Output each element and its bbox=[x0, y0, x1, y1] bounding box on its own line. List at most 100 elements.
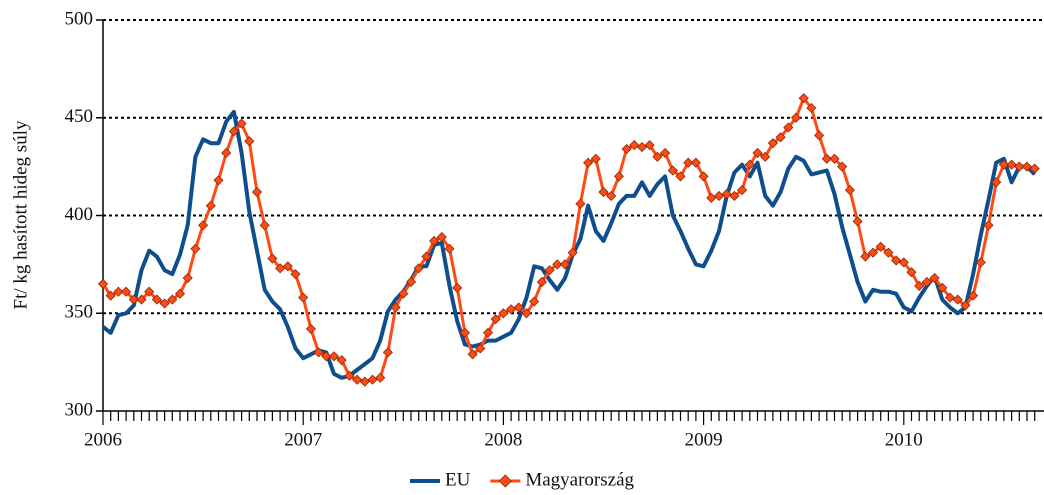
data-point bbox=[636, 142, 648, 153]
y-tick-label: 300 bbox=[65, 399, 94, 420]
data-point bbox=[328, 351, 340, 362]
data-point bbox=[236, 118, 247, 129]
data-point bbox=[513, 302, 524, 313]
y-tick-label: 350 bbox=[65, 302, 94, 323]
data-point bbox=[629, 140, 640, 151]
data-point bbox=[1021, 161, 1033, 172]
data-point bbox=[575, 198, 586, 209]
data-point bbox=[968, 290, 979, 301]
data-point bbox=[459, 327, 470, 338]
series-line bbox=[101, 96, 1036, 384]
data-point bbox=[852, 216, 863, 227]
x-tick-label: 2009 bbox=[685, 429, 723, 450]
data-point bbox=[421, 251, 432, 262]
y-tick-label: 500 bbox=[65, 8, 94, 29]
data-point bbox=[405, 276, 417, 288]
data-point bbox=[174, 288, 186, 299]
data-point bbox=[275, 263, 286, 274]
data-point bbox=[498, 308, 509, 319]
data-point bbox=[259, 220, 270, 231]
data-point bbox=[675, 171, 686, 182]
data-point bbox=[613, 171, 624, 182]
data-point bbox=[660, 147, 671, 159]
data-point bbox=[1029, 163, 1040, 174]
data-point bbox=[975, 257, 986, 268]
data-point bbox=[475, 343, 486, 354]
data-point bbox=[737, 185, 748, 196]
data-point bbox=[991, 177, 1002, 188]
data-point bbox=[367, 374, 378, 385]
data-point bbox=[228, 126, 239, 137]
data-point bbox=[814, 130, 825, 141]
data-point bbox=[336, 355, 347, 366]
data-point bbox=[344, 370, 355, 381]
data-point bbox=[544, 265, 555, 276]
data-point bbox=[282, 261, 293, 272]
data-point bbox=[867, 247, 879, 258]
data-point bbox=[536, 276, 547, 288]
data-point bbox=[744, 159, 755, 170]
data-point bbox=[983, 220, 994, 231]
data-point bbox=[290, 269, 301, 280]
x-tick-label: 2008 bbox=[484, 429, 522, 450]
data-point bbox=[1014, 161, 1025, 172]
data-point bbox=[213, 175, 224, 186]
data-point bbox=[567, 247, 578, 258]
data-point bbox=[798, 93, 809, 104]
y-tick-label: 450 bbox=[65, 106, 94, 127]
data-point bbox=[729, 190, 740, 202]
data-point bbox=[490, 314, 501, 325]
data-point bbox=[190, 243, 201, 254]
data-point bbox=[413, 263, 424, 274]
data-point bbox=[144, 286, 155, 297]
data-point bbox=[444, 243, 455, 254]
data-point bbox=[883, 247, 894, 258]
legend-marker bbox=[498, 474, 512, 488]
data-point bbox=[244, 136, 255, 147]
data-point bbox=[760, 151, 771, 162]
data-point bbox=[844, 185, 855, 196]
data-point bbox=[221, 147, 232, 159]
data-point bbox=[944, 292, 956, 303]
data-point bbox=[1006, 159, 1017, 170]
data-point bbox=[606, 190, 617, 202]
data-point bbox=[97, 278, 109, 289]
data-point bbox=[898, 257, 909, 268]
y-tick-label: 400 bbox=[65, 204, 94, 225]
data-point bbox=[136, 294, 147, 305]
data-point bbox=[806, 102, 817, 114]
data-point bbox=[552, 259, 563, 270]
data-point bbox=[583, 157, 594, 168]
data-point bbox=[390, 302, 401, 313]
x-tick-label: 2006 bbox=[84, 429, 122, 450]
data-point bbox=[429, 235, 440, 246]
x-tick-label: 2007 bbox=[284, 429, 322, 450]
data-point bbox=[752, 147, 763, 159]
data-point bbox=[151, 294, 162, 305]
data-point bbox=[667, 165, 678, 176]
data-point bbox=[352, 374, 363, 385]
data-point bbox=[767, 138, 778, 149]
data-point bbox=[305, 323, 316, 334]
data-point bbox=[783, 122, 794, 133]
data-point bbox=[698, 171, 709, 182]
data-point bbox=[860, 251, 871, 262]
data-point bbox=[713, 190, 725, 202]
data-point bbox=[706, 192, 717, 203]
data-point bbox=[598, 186, 609, 198]
data-point bbox=[375, 372, 386, 383]
data-point bbox=[952, 294, 963, 305]
data-point bbox=[267, 253, 278, 264]
data-point bbox=[113, 286, 124, 297]
data-point bbox=[652, 151, 663, 162]
data-point bbox=[482, 327, 494, 338]
data-point bbox=[452, 282, 463, 293]
data-point bbox=[398, 288, 409, 299]
data-point bbox=[105, 290, 116, 301]
data-point bbox=[313, 347, 324, 358]
data-point bbox=[790, 112, 802, 123]
data-point bbox=[683, 157, 694, 168]
data-point bbox=[929, 272, 940, 284]
data-point bbox=[506, 304, 517, 315]
